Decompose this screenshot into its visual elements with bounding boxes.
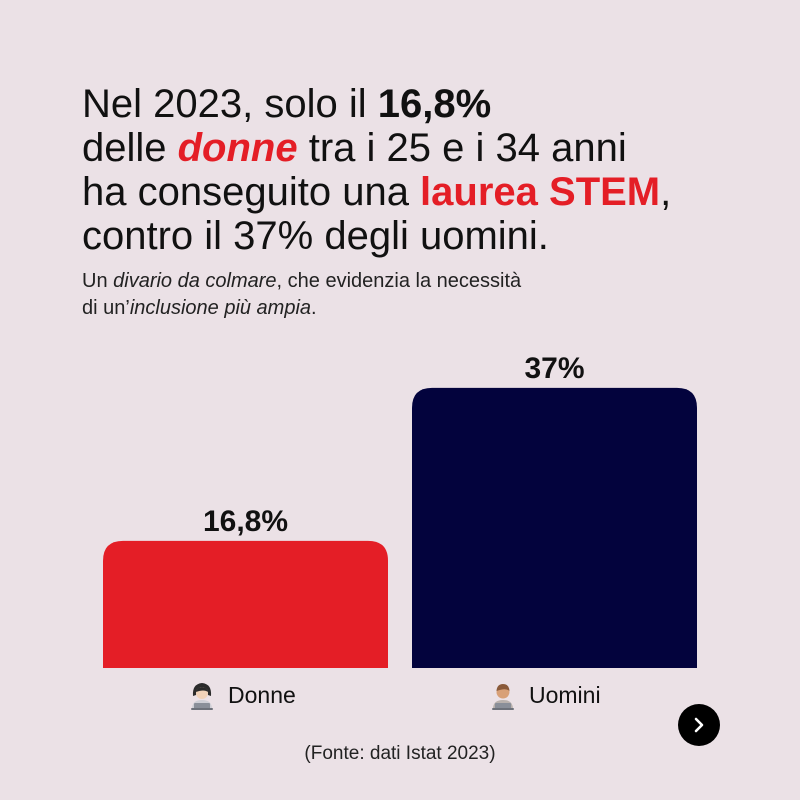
subtitle-text: Un [82,270,114,292]
subtitle-text: di un’ [82,297,130,319]
headline: Nel 2023, solo il 16,8% delle donne tra … [82,82,762,258]
headline-text: ha conseguito una [82,170,421,214]
headline-highlight-stem: laurea STEM [420,170,661,214]
source-note: (Fonte: dati Istat 2023) [304,743,496,764]
subtitle: Un divario da colmare, che evidenzia la … [82,268,722,322]
headline-line-3: ha conseguito una laurea STEM, [82,170,762,214]
headline-text: Nel 2023, solo il [82,82,378,126]
chevron-right-icon [694,717,704,733]
headline-highlight-percent: 16,8% [377,82,492,126]
headline-line-2: delle donne tra i 25 e i 34 anni [82,126,762,170]
subtitle-text: , che evidenzia la necessità [276,270,522,292]
category-label-text: Uomini [529,681,601,708]
subtitle-text: . [311,297,317,319]
bar-donne [103,540,388,668]
category-label-text: Donne [228,681,296,708]
category-label-donne: Donne [186,678,296,712]
category-label-uomini: Uomini [487,678,601,712]
subtitle-emphasis: divario da colmare [113,270,277,292]
headline-text: , [660,170,672,214]
headline-line-1: Nel 2023, solo il 16,8% [82,82,762,126]
bar-uomini [412,387,697,668]
data-label-donne: 16,8% [203,505,288,538]
headline-text: delle [82,126,178,170]
woman-technologist-icon [191,683,213,710]
next-button[interactable] [678,704,720,746]
headline-highlight-donne: donne [177,126,298,170]
subtitle-line-2: di un’inclusione più ampia. [82,295,722,322]
bar-chart-svg: 16,8% 37% [103,352,697,668]
subtitle-line-1: Un divario da colmare, che evidenzia la … [82,268,722,295]
man-technologist-icon [492,684,514,710]
bar-chart: 16,8% 37% [0,330,800,700]
data-label-uomini: 37% [524,352,584,385]
headline-line-4: contro il 37% degli uomini. [82,214,549,258]
subtitle-emphasis: inclusione più ampia [129,297,312,319]
headline-text: tra i 25 e i 34 anni [297,126,627,170]
